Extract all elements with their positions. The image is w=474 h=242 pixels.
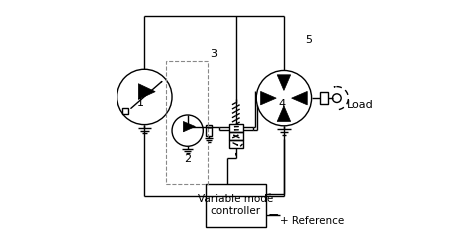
Polygon shape [277, 75, 291, 91]
Bar [206, 125, 212, 136]
Text: 2: 2 [184, 154, 191, 165]
Polygon shape [183, 121, 195, 132]
Text: Load: Load [346, 100, 373, 110]
Bar [228, 132, 243, 140]
Bar [228, 140, 243, 148]
Polygon shape [138, 84, 155, 99]
Bar [320, 92, 328, 104]
Bar [228, 124, 243, 132]
Text: 5: 5 [306, 35, 313, 45]
Text: 4: 4 [278, 99, 285, 109]
Text: 3: 3 [210, 49, 218, 59]
Text: Variable mode
controller: Variable mode controller [198, 194, 273, 216]
Text: 1: 1 [137, 98, 144, 108]
Text: -: - [272, 189, 275, 199]
Bar [166, 61, 208, 184]
Polygon shape [277, 106, 291, 121]
Bar [206, 184, 266, 227]
Text: + Reference: + Reference [280, 216, 345, 226]
Text: ~: ~ [206, 126, 212, 132]
Polygon shape [261, 91, 276, 105]
Polygon shape [292, 91, 307, 105]
Bar [122, 108, 128, 114]
